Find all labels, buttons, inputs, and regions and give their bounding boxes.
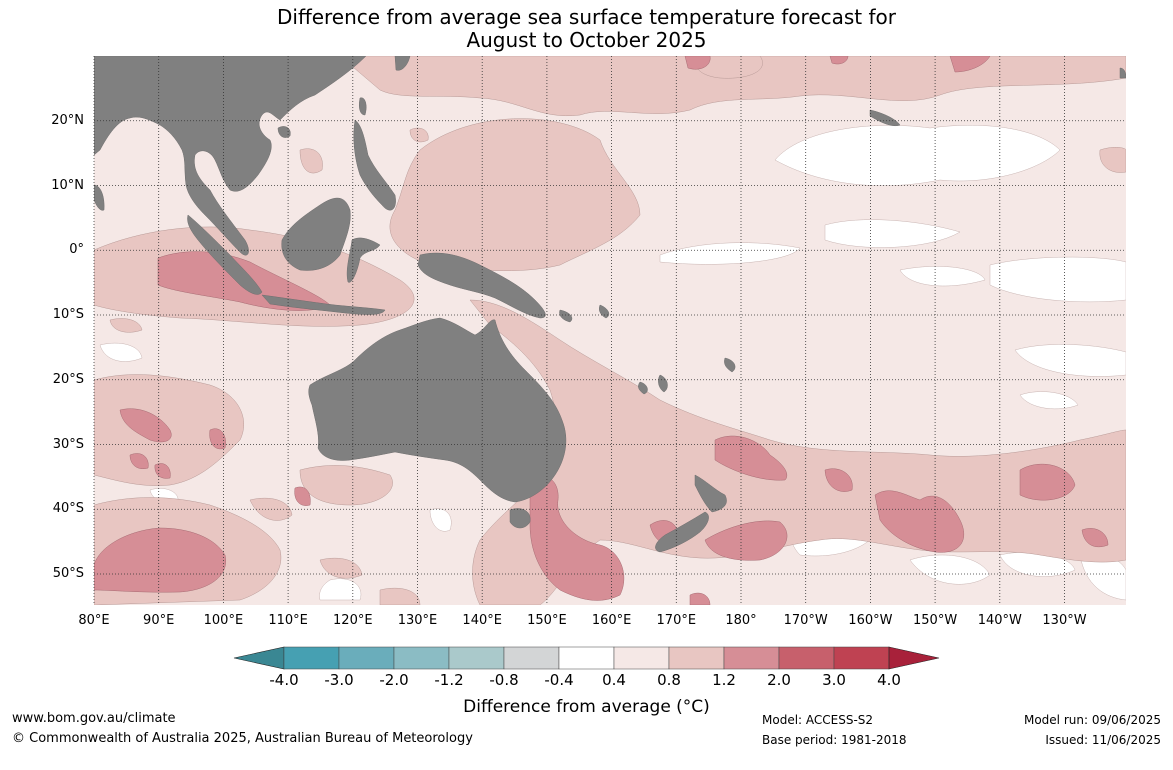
longitude-label: 140°E xyxy=(462,613,502,628)
longitude-label: 160°W xyxy=(848,613,893,628)
colorbar-tick-label: -4.0 xyxy=(269,671,299,689)
colorbar-tick-label: 4.0 xyxy=(877,671,901,689)
colorbar-tick-label: 2.0 xyxy=(767,671,791,689)
longitude-label: 130°E xyxy=(397,613,438,628)
colorbar-title: Difference from average (°C) xyxy=(463,697,710,717)
footer-base-period: Base period: 1981-2018 xyxy=(762,733,907,747)
longitude-label: 170°W xyxy=(783,613,828,628)
longitude-label: 180° xyxy=(725,613,757,628)
colorbar-tick-label: 1.2 xyxy=(712,671,736,689)
latitude-label: 30°S xyxy=(52,436,84,452)
colorbar-segment xyxy=(283,646,340,670)
latitude-label: 50°S xyxy=(52,566,84,581)
longitude-label: 80°E xyxy=(78,613,110,628)
latitude-label: 20°N xyxy=(51,112,84,128)
longitude-label: 120°E xyxy=(333,613,373,628)
latitude-label: 10°N xyxy=(51,177,84,193)
colorbar-segment xyxy=(338,646,395,670)
colorbar-tick-label: -3.0 xyxy=(324,671,354,689)
footer-url[interactable]: www.bom.gov.au/climate xyxy=(12,711,176,726)
colorbar-segment xyxy=(613,646,670,670)
map-graticule xyxy=(93,56,1126,605)
colorbar-tick-label: 0.8 xyxy=(657,671,681,689)
colorbar-segment xyxy=(448,646,505,670)
latitude-label: 0° xyxy=(69,242,84,258)
colorbar-tick-label: -0.4 xyxy=(544,671,574,689)
longitude-label: 150°E xyxy=(527,613,567,628)
colorbar-high-extension xyxy=(888,646,940,670)
footer-issued: Issued: 11/06/2025 xyxy=(1045,733,1161,747)
colorbar-low-extension xyxy=(233,646,285,670)
colorbar-tick-label: -1.2 xyxy=(434,671,464,689)
colorbar-segment xyxy=(723,646,780,670)
colorbar-tick-label: 0.4 xyxy=(602,671,626,689)
colorbar-tick-label: -0.8 xyxy=(489,671,519,689)
colorbar-segment xyxy=(393,646,450,670)
colorbar-tick-label: -2.0 xyxy=(379,671,409,689)
longitude-label: 100°E xyxy=(203,613,244,628)
longitude-label: 110°E xyxy=(268,613,308,628)
map-title-line1: Difference from average sea surface temp… xyxy=(276,5,896,29)
longitude-label: 140°W xyxy=(977,613,1022,628)
colorbar xyxy=(233,646,940,670)
colorbar-tick-label: 3.0 xyxy=(822,671,846,689)
latitude-label: 20°S xyxy=(52,371,84,387)
longitude-label: 90°E xyxy=(143,613,175,628)
colorbar-segment xyxy=(503,646,560,670)
longitude-label: 150°W xyxy=(913,613,958,628)
colorbar-segment xyxy=(833,646,890,670)
footer-copyright: © Commonwealth of Australia 2025, Austra… xyxy=(12,731,473,746)
map-plot-area xyxy=(94,56,1126,605)
latitude-label: 40°S xyxy=(52,501,84,517)
land-masses xyxy=(94,56,1126,553)
colorbar-segment xyxy=(778,646,835,670)
footer-model: Model: ACCESS-S2 xyxy=(762,713,874,727)
longitude-label: 170°E xyxy=(656,613,697,628)
colorbar-segment xyxy=(668,646,725,670)
latitude-label: 10°S xyxy=(52,307,84,322)
longitude-label: 130°W xyxy=(1042,613,1087,628)
colorbar-segment xyxy=(558,646,615,670)
longitude-label: 160°E xyxy=(591,613,632,628)
footer-model-run: Model run: 09/06/2025 xyxy=(1023,713,1161,727)
map-title-line2: August to October 2025 xyxy=(466,28,707,52)
